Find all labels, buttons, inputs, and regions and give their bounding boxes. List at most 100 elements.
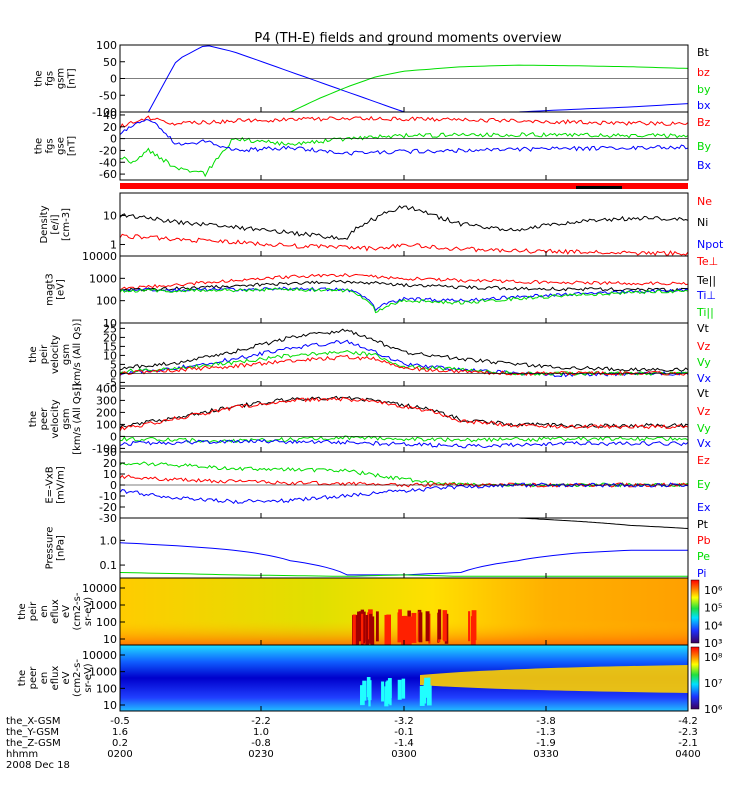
ion-spectrogram-burst [401,615,405,646]
y-axis-label: peir [28,601,39,621]
y-axis-label: eV [61,605,72,618]
bgsm-series-0 [147,45,689,113]
legend-label: Vt [697,322,710,335]
y-axis-label: [e/i] [50,214,61,234]
density-series-1 [119,233,689,256]
y-axis-label: [km/s (All Qs)] [72,383,83,455]
y-axis-label: E=-VxB [45,466,56,503]
ion-spectrogram-burst [470,616,476,647]
y-axis-label: [mV/m] [56,466,67,504]
y-tick-label: 10000 [82,582,117,595]
legend-label: By [697,140,712,153]
y-tick-label: -10 [99,490,117,503]
ephemeris-value: -0.5 [110,716,130,727]
efield-series-1 [119,474,689,488]
legend-label: Ez [697,454,710,467]
ephemeris-value: -3.2 [394,716,414,727]
y-tick-label: -50 [99,89,117,102]
colorbar-tick-label: 10⁴ [704,619,723,632]
colorbar-tick-label: 10⁸ [704,651,723,664]
legend-label: Bt [697,46,710,59]
bgse-series-1 [119,131,689,178]
y-tick-label: 1 [110,238,117,251]
legend-label: bx [697,99,711,112]
panel-pressure: Pt Pb Pe Pi 1.0 0.1 Pressure [nPa] [45,517,711,580]
y-tick-label: 1000 [89,666,117,679]
ion-spectrogram-burst [352,614,357,645]
y-axis-label: the [28,346,39,362]
legend-label: Pt [697,518,709,531]
colorbar-tick-label: 10³ [704,637,722,650]
ephemeris-value: -4.2 [678,716,698,727]
colorbar-tick-label: 10⁶ [704,703,723,716]
legend-label: Vt [697,387,710,400]
density-series-0 [119,205,689,240]
y-axis-label: eflux [50,666,61,691]
y-tick-label: 20 [103,331,117,344]
ion-spectrogram-burst [443,611,447,642]
ion-spectrogram-burst [365,614,369,645]
ephemeris-value: 1.6 [112,727,128,738]
electron-spectrogram-burst [397,679,402,700]
legend-label: Ne [697,195,712,208]
y-tick-label: -40 [99,156,117,169]
bgse-series-0 [119,115,689,130]
ephemeris-value: -2.2 [251,716,271,727]
velocity_gse-series-2 [119,435,689,444]
ephemeris-value: -1.3 [536,727,556,738]
bgse-series-2 [119,118,689,156]
ephemeris-value: 0300 [391,749,416,760]
y-tick-label: 5 [110,358,117,371]
y-axis-label: eflux [50,599,61,624]
legend-label: Pe [697,550,710,563]
y-tick-label: 0 [110,73,117,86]
ephemeris-value: 0400 [675,749,700,760]
y-tick-label: -5 [106,376,117,389]
y-axis-label: [cm-3] [61,208,72,241]
temperature-series-3 [119,287,689,314]
legend-label: Npot [697,238,724,251]
y-tick-label: 0 [110,430,117,443]
y-tick-label: 1000 [89,599,117,612]
y-tick-label: 10000 [82,250,117,263]
y-axis-label: peer [28,666,39,690]
legend-label: Ex [697,501,711,514]
ion-spectrogram-burst [411,612,417,643]
status-bar-black [576,186,622,189]
electron-spectrogram-burst [384,686,389,707]
efield-series-0 [119,461,689,488]
velocity_gsm-series-1 [119,339,689,378]
electron-spectrogram-burst [424,677,430,698]
y-axis-label: velocity [50,399,61,438]
y-axis-label: (cm2-s- [72,659,83,697]
y-tick-label: 100 [96,418,117,431]
velocity_gse-series-1 [119,396,689,432]
panel-electron_spec: 10⁸ 10⁷ 10⁶ 10000 1000 100 10 the peer en eflux eV(… [17,644,723,716]
ephemeris-value: -2.1 [678,738,698,749]
electron-spectrogram-burst [367,680,372,701]
y-tick-label: 10 [103,317,117,330]
legend-label: Vx [697,372,712,385]
legend-label: Vx [697,437,712,450]
ion-spectrogram-burst [362,613,366,644]
y-axis-label: sr-eV) [83,597,94,626]
efield-series-2 [119,482,689,505]
y-axis-label: eV [61,671,72,684]
ephemeris-value: -1.4 [394,738,414,749]
legend-label: bz [697,66,710,79]
y-tick-label: 10 [103,699,117,712]
y-tick-label: -60 [99,168,117,181]
y-tick-label: 0 [110,133,117,146]
legend-label: Pb [697,534,711,547]
y-axis-label: [nT] [67,136,78,156]
electron-spectrogram-burst [423,683,427,704]
y-tick-label: 200 [96,406,117,419]
temperature-series-0 [119,272,689,291]
ion-spectrogram-burst [406,616,412,647]
ion-spectrogram-burst [375,611,379,642]
y-axis-label: gse [56,137,67,155]
